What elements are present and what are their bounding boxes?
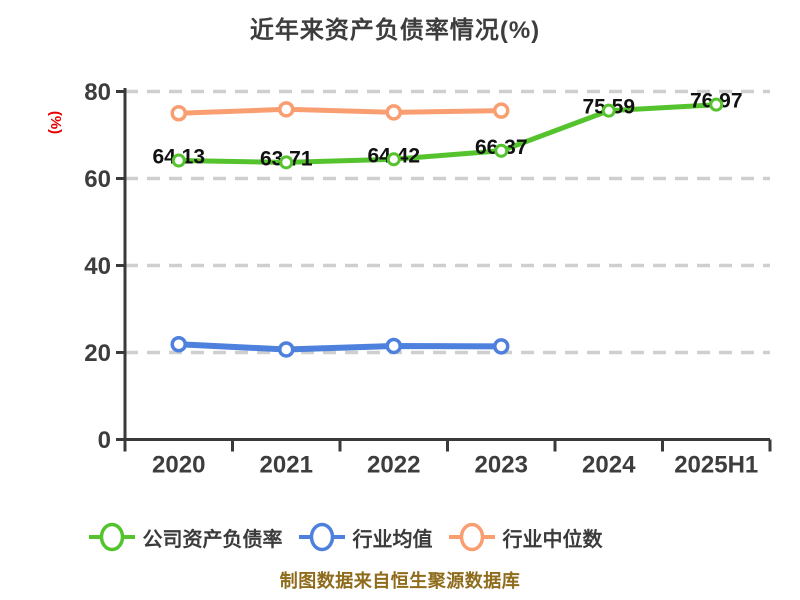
y-tick-label-0: 0 — [98, 427, 111, 454]
industry-average-point-2022 — [385, 337, 402, 355]
company-debt-ratio-point-2022 — [386, 152, 401, 167]
legend-marker-green-line-icon — [88, 522, 135, 552]
x-tick-label-2023: 2023 — [475, 452, 528, 479]
x-tick-label-2022: 2022 — [367, 452, 420, 479]
industry-median-point-2023 — [493, 102, 510, 119]
chart-title: 近年来资产负债率情况(%) — [249, 17, 541, 44]
legend-item-industry-average: 行业均值 — [298, 522, 433, 552]
chart-legend: 公司资产负债率 行业均值 行业中位数 — [0, 520, 745, 554]
industry-median-point-2020 — [170, 105, 187, 122]
x-tick-label-2025H1: 2025H1 — [674, 452, 758, 479]
legend-marker-orange-line-icon — [448, 522, 495, 552]
industry-average-point-2021 — [278, 341, 295, 358]
x-tick-label-2020: 2020 — [152, 452, 205, 479]
y-tick-label-20: 20 — [84, 340, 111, 367]
legend-label-industry-median: 行业中位数 — [502, 528, 603, 551]
company-debt-ratio-point-2024 — [601, 103, 616, 118]
company-debt-ratio-point-2021 — [279, 155, 294, 170]
x-tick-label-2024: 2024 — [582, 452, 636, 479]
industry-median-point-2022 — [385, 104, 402, 121]
legend-label-company-debt-ratio: 公司资产负债率 — [142, 528, 283, 551]
company-debt-ratio-point-2023 — [494, 143, 509, 158]
industry-average-line — [175, 341, 505, 353]
x-tick-label-2021: 2021 — [260, 452, 313, 479]
legend-item-company-debt-ratio: 公司资产负债率 — [88, 522, 283, 552]
industry-average-point-2020 — [170, 335, 187, 353]
y-tick-label-40: 40 — [84, 253, 111, 280]
legend-label-industry-average: 行业均值 — [352, 528, 433, 551]
company-debt-ratio-point-2025H1 — [709, 97, 724, 112]
legend-marker-blue-line-icon — [298, 522, 345, 552]
y-tick-label-60: 60 — [84, 166, 111, 193]
legend-item-industry-median: 行业中位数 — [448, 522, 603, 552]
industry-average-point-2023 — [493, 338, 510, 355]
industry-median-line — [176, 106, 504, 116]
data-source-caption: 制图数据来自恒生聚源数据库 — [279, 571, 521, 591]
company-debt-ratio-line — [176, 102, 719, 165]
industry-median-point-2021 — [278, 101, 295, 118]
y-tick-label-80: 80 — [84, 79, 111, 106]
company-debt-ratio-point-2020 — [171, 153, 186, 168]
